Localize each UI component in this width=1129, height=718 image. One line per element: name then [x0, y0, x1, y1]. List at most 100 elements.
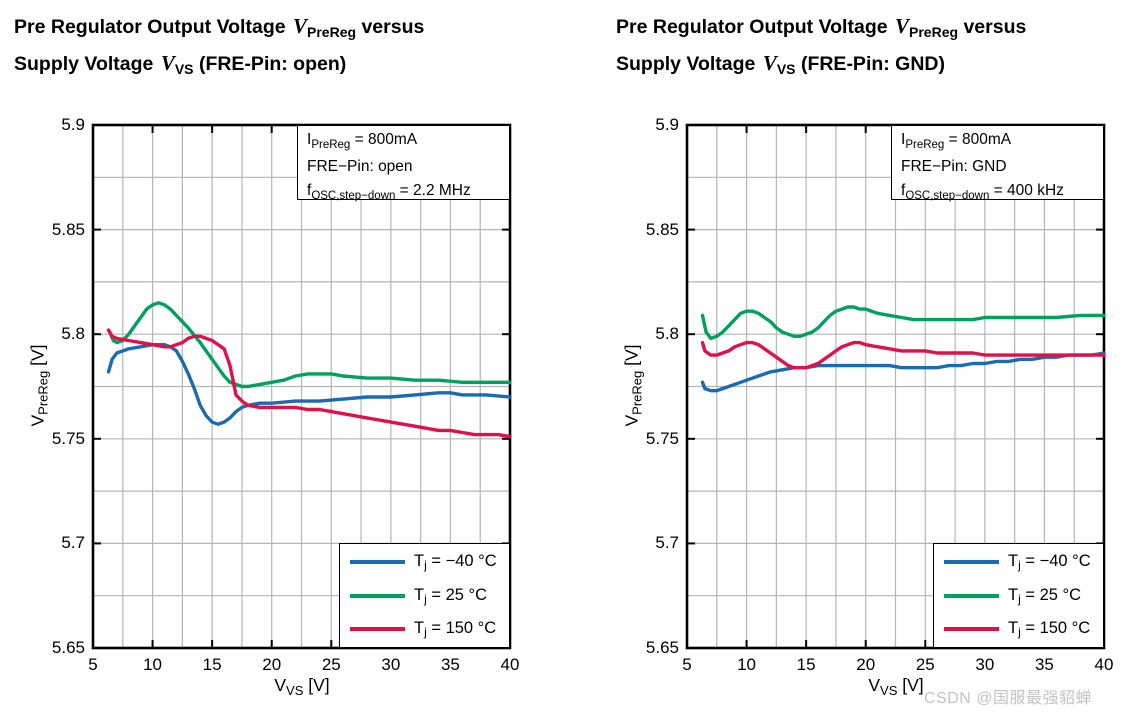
quantity-subscript: OSC,step−down: [905, 190, 990, 202]
quantity-value: = 2.2 MHz: [395, 182, 471, 199]
y-tick-label: 5.65: [51, 638, 85, 657]
legend-item: Tj = −40 °C: [934, 547, 1103, 577]
y-tick-label: 5.65: [645, 638, 679, 657]
title-text: (FRE-Pin: open): [193, 53, 347, 75]
title-subscript: PreReg: [909, 24, 959, 40]
condition-line: IPreReg = 800mA: [901, 129, 1103, 156]
y-tick-label: 5.85: [51, 219, 85, 239]
condition-box-right: IPreReg = 800mA FRE−Pin: GND fOSC,step−d…: [891, 125, 1104, 202]
legend-symbol: T: [1008, 618, 1019, 637]
title-line-2: Supply Voltage VVS (FRE-Pin: GND): [616, 48, 1026, 85]
quantity-subscript: PreReg: [311, 139, 351, 151]
legend-item: Tj = 150 °C: [934, 614, 1103, 644]
y-tick-label: 5.8: [655, 324, 679, 344]
quantity-value: = 800mA: [350, 131, 418, 148]
x-tick-label: 10: [737, 655, 757, 674]
legend-symbol: T: [1008, 552, 1019, 571]
y-axis-label-right: VPreReg [V]: [622, 276, 645, 496]
legend-symbol: T: [414, 552, 425, 571]
legend-right: Tj = −40 °C Tj = 25 °C Tj = 150 °C: [933, 543, 1104, 648]
chart-title-right: Pre Regulator Output Voltage VPreReg ver…: [616, 11, 1026, 85]
axis-symbol: V: [621, 414, 642, 427]
axis-subscript: VS: [880, 683, 898, 698]
x-tick-label: 35: [440, 655, 460, 674]
condition-line: fOSC,step−down = 2.2 MHz: [307, 180, 509, 207]
y-tick-label: 5.8: [61, 324, 85, 344]
y-tick-label: 5.9: [655, 115, 679, 134]
legend-item: Tj = 25 °C: [340, 581, 509, 611]
legend-subscript: j: [1018, 591, 1021, 606]
axis-subscript: PreReg: [35, 370, 51, 415]
condition-line: fOSC,step−down = 400 kHz: [901, 180, 1103, 207]
voltage-symbol: V: [762, 51, 777, 75]
title-subscript: VS: [174, 61, 194, 77]
quantity-subscript: PreReg: [905, 139, 945, 151]
y-tick-label: 5.7: [61, 533, 85, 553]
condition-line: FRE−Pin: GND: [901, 158, 1007, 175]
legend-line-sample: [944, 626, 999, 631]
legend-line-sample: [350, 560, 405, 565]
title-text: versus: [356, 16, 425, 38]
chart-title-left: Pre Regulator Output Voltage VPreReg ver…: [14, 11, 424, 85]
legend-line-sample: [944, 593, 999, 598]
x-tick-label: 20: [856, 655, 876, 674]
title-text: (FRE-Pin: GND): [795, 53, 946, 75]
condition-line: FRE−Pin: open: [307, 158, 413, 175]
legend-line-sample: [944, 560, 999, 565]
legend-value: = −40 °C: [1020, 552, 1091, 571]
axis-symbol: V: [868, 675, 881, 695]
legend-label: Tj = 150 °C: [1008, 619, 1090, 639]
legend-label: Tj = −40 °C: [414, 552, 497, 572]
x-tick-label: 15: [796, 655, 816, 674]
quantity-symbol: f: [901, 182, 906, 199]
title-subscript: VS: [776, 61, 796, 77]
voltage-symbol: V: [160, 51, 175, 75]
legend-value: = 25 °C: [426, 585, 488, 604]
condition-line: IPreReg = 800mA: [307, 129, 509, 156]
legend-value: = 150 °C: [426, 618, 497, 637]
axis-subscript: PreReg: [629, 370, 645, 415]
legend-label: Tj = 150 °C: [414, 619, 496, 639]
quantity-value: = 800mA: [944, 131, 1012, 148]
y-tick-label: 5.75: [645, 428, 679, 448]
axis-subscript: VS: [286, 683, 304, 698]
legend-value: = −40 °C: [426, 552, 497, 571]
legend-subscript: j: [424, 591, 427, 606]
axis-unit: [V]: [897, 675, 924, 695]
title-text: Supply Voltage: [616, 53, 761, 75]
quantity-symbol: I: [901, 131, 906, 148]
legend-line-sample: [350, 593, 405, 598]
title-subscript: PreReg: [307, 24, 357, 40]
x-tick-label: 20: [262, 655, 282, 674]
legend-line-sample: [350, 626, 405, 631]
x-tick-label: 5: [88, 655, 98, 674]
title-line-2: Supply Voltage VVS (FRE-Pin: open): [14, 48, 424, 85]
legend-label: Tj = −40 °C: [1008, 552, 1091, 572]
legend-item: Tj = 150 °C: [340, 614, 509, 644]
title-line-1: Pre Regulator Output Voltage VPreReg ver…: [616, 11, 1026, 48]
x-tick-label: 30: [381, 655, 401, 674]
axis-unit: [V]: [621, 344, 642, 371]
legend-item: Tj = 25 °C: [934, 581, 1103, 611]
legend-symbol: T: [1008, 585, 1019, 604]
x-tick-label: 40: [500, 655, 520, 674]
legend-item: Tj = −40 °C: [340, 547, 509, 577]
legend-subscript: j: [424, 624, 427, 639]
watermark: CSDN @国服最强貂蝉: [924, 690, 1093, 707]
voltage-symbol: V: [895, 14, 910, 38]
legend-label: Tj = 25 °C: [1008, 586, 1081, 606]
x-tick-label: 30: [975, 655, 995, 674]
axis-symbol: V: [274, 675, 287, 695]
x-tick-label: 10: [143, 655, 163, 674]
quantity-symbol: I: [307, 131, 312, 148]
condition-box-left: IPreReg = 800mA FRE−Pin: open fOSC,step−…: [297, 125, 510, 202]
x-tick-label: 25: [321, 655, 341, 674]
x-tick-label: 25: [915, 655, 935, 674]
legend-value: = 150 °C: [1020, 618, 1091, 637]
y-tick-label: 5.9: [61, 115, 85, 134]
title-text: versus: [958, 16, 1027, 38]
y-tick-label: 5.7: [655, 533, 679, 553]
legend-symbol: T: [414, 585, 425, 604]
y-axis-label-left: VPreReg [V]: [28, 276, 51, 496]
